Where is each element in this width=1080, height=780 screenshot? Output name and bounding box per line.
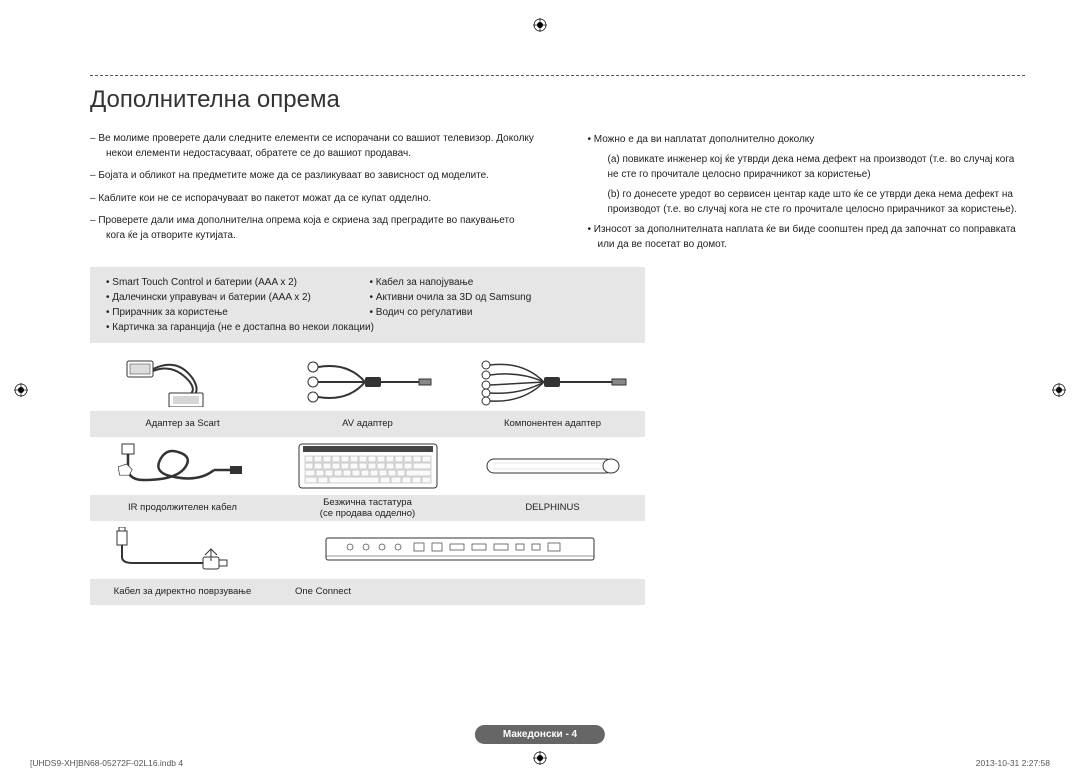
keyboard-icon [293, 438, 443, 493]
item: Кабел за напојување [370, 275, 634, 290]
component-adapter-icon [478, 357, 628, 407]
reg-mark-top [533, 18, 547, 32]
page-content: Дополнителна опрема Ве молиме проверете … [90, 75, 1025, 605]
page-number-pill: Македонски - 4 [475, 725, 605, 744]
item: Водич со регулативи [370, 305, 634, 320]
reg-mark-left [14, 383, 28, 397]
ir-cable-icon [118, 438, 248, 493]
one-connect-icon [320, 530, 600, 570]
caption: AV адаптер [275, 411, 460, 437]
scart-adapter-icon [123, 357, 243, 407]
caption: Адаптер за Scart [90, 411, 275, 437]
item: Активни очила за 3D од Samsung [370, 290, 634, 305]
footer-timestamp: 2013-10-31 2:27:58 [976, 758, 1050, 768]
items-box: Smart Touch Control и батерии (AAA x 2) … [90, 267, 645, 343]
item: Прирачник за користење [106, 305, 370, 320]
caption: DELPHINUS [460, 495, 645, 521]
av-adapter-icon [303, 357, 433, 407]
note-bullet: Износот за дополнителната наплата ќе ви … [580, 222, 1026, 253]
note-sub: (а) повикате инженер кој ќе утврди дека … [580, 152, 1026, 183]
note-sub: (b) го донесете уредот во сервисен цента… [580, 187, 1026, 218]
item: Smart Touch Control и батерии (AAA x 2) [106, 275, 370, 290]
print-footer: [UHDS9-XH]BN68-05272F-02L16.indb 4 2013-… [30, 758, 1050, 768]
item: Картичка за гаранција (не е достапна во … [106, 320, 633, 335]
caption: One Connect [275, 579, 645, 605]
intro-paragraph: Проверете дали има дополнителна опрема к… [90, 214, 536, 243]
intro-paragraph: Каблите кои не се испорачуваат во пакето… [90, 192, 536, 207]
footer-file: [UHDS9-XH]BN68-05272F-02L16.indb 4 [30, 758, 183, 768]
note-bullet: Можно е да ви наплатат дополнително доко… [580, 132, 1026, 148]
right-column: Можно е да ви наплатат дополнително доко… [580, 132, 1026, 257]
intro-paragraph: Бојата и обликот на предметите може да с… [90, 169, 536, 184]
divider [90, 75, 1025, 76]
caption: IR продолжителен кабел [90, 495, 275, 521]
reg-mark-right [1052, 383, 1066, 397]
direct-cable-icon [113, 527, 253, 572]
caption: Кабел за директно поврзување [90, 579, 275, 605]
caption: Компонентен адаптер [460, 411, 645, 437]
caption: Безжична тастатура (се продава одделно) [275, 495, 460, 521]
accessory-table: Адаптер за Scart AV адаптер Компонентен … [90, 353, 645, 605]
item: Далечински управувач и батерии (AAA x 2) [106, 290, 370, 305]
delphinus-icon [483, 451, 623, 481]
page-title: Дополнителна опрема [90, 86, 1025, 114]
left-column: Ве молиме проверете дали следните елемен… [90, 132, 536, 257]
intro-paragraph: Ве молиме проверете дали следните елемен… [90, 132, 536, 161]
